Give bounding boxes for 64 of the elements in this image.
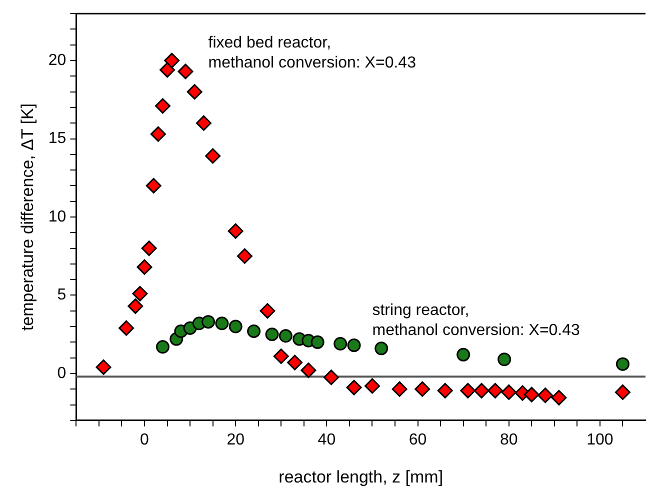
point	[228, 320, 242, 334]
point	[150, 126, 166, 142]
point	[141, 240, 157, 256]
x-tick-label: 100	[586, 431, 614, 448]
point	[310, 335, 324, 349]
point	[300, 362, 316, 378]
y-tick-label: 5	[57, 286, 66, 304]
x-tick-label: 60	[408, 431, 427, 448]
point	[437, 382, 453, 398]
point	[205, 148, 221, 164]
point	[392, 381, 408, 397]
point	[118, 320, 134, 336]
point	[154, 98, 170, 114]
point	[501, 384, 517, 400]
x-tick-label: 0	[140, 431, 150, 448]
point	[278, 329, 292, 343]
point	[456, 348, 470, 362]
point	[132, 286, 148, 302]
point	[146, 178, 162, 194]
y-axis-title: temperature difference, ΔT [K]	[18, 103, 37, 331]
point	[474, 382, 490, 398]
point	[287, 354, 303, 370]
y-tick-label: 20	[48, 52, 66, 69]
point	[538, 388, 554, 404]
y-tick-label: 15	[48, 130, 66, 148]
point	[346, 380, 362, 396]
y-tick-label: 0	[57, 364, 66, 382]
point	[128, 298, 144, 314]
point	[414, 381, 430, 397]
point	[228, 223, 244, 239]
x-tick-label: 80	[500, 431, 518, 448]
point	[551, 390, 567, 406]
point	[498, 352, 512, 366]
point	[460, 382, 476, 398]
point	[334, 336, 348, 350]
annotation: fixed bed reactor, methanol conversion: X=0.43	[208, 34, 416, 72]
point	[186, 84, 202, 100]
point	[215, 316, 229, 330]
point	[616, 357, 630, 371]
point	[265, 328, 279, 342]
point	[178, 64, 194, 80]
point	[347, 338, 361, 352]
point	[273, 348, 289, 364]
point	[323, 370, 339, 386]
y-tick-label: 10	[48, 208, 66, 226]
point	[164, 52, 180, 68]
point	[374, 342, 388, 356]
point	[196, 115, 212, 131]
x-tick-label: 40	[318, 431, 336, 448]
point	[236, 248, 252, 264]
annotation: string reactor, methanol conversion: X=0.43	[372, 302, 580, 339]
point	[160, 62, 176, 78]
point	[260, 303, 276, 319]
point	[247, 324, 261, 338]
point	[364, 378, 380, 394]
point	[156, 340, 170, 354]
point	[202, 315, 216, 329]
point	[487, 382, 503, 398]
x-tick-label: 20	[226, 431, 245, 448]
point	[96, 359, 112, 375]
point	[614, 384, 630, 400]
x-axis-title: reactor length, z [mm]	[278, 467, 444, 486]
point	[524, 386, 540, 402]
point	[136, 259, 152, 275]
